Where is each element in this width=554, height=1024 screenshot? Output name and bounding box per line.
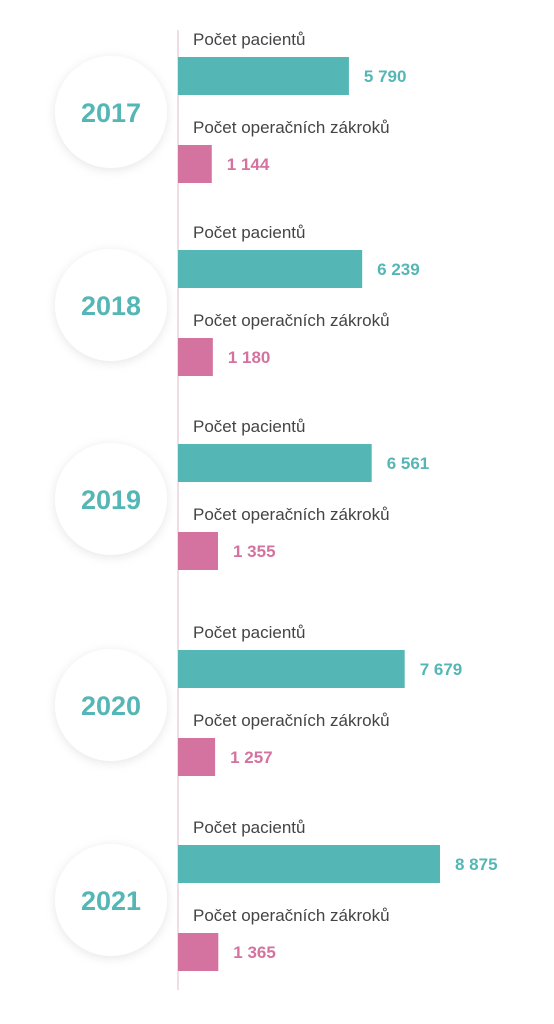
year-group-2020: 2020 Počet pacientů 7 679 Počet operačních … [55,623,462,776]
patients-bar [178,650,405,688]
year-label: 2021 [81,886,141,916]
year-label: 2019 [81,485,141,515]
series-label: Počet operačních zákroků [193,118,390,137]
patients-value-label: 5 790 [364,67,407,86]
series-label: Počet operačních zákroků [193,311,390,330]
operations-bar [178,532,219,570]
series-label: Počet operačních zákroků [193,711,390,730]
year-label: 2020 [81,691,141,721]
series-label: Počet pacientů [193,417,305,436]
operations-bar [178,145,212,183]
patients-value-label: 6 561 [387,454,430,473]
patients-bar [178,845,440,883]
operations-value-label: 1 180 [228,348,271,367]
operations-value-label: 1 144 [227,155,270,174]
operations-value-label: 1 365 [233,943,276,962]
year-circle [55,844,167,956]
year-label: 2017 [81,98,141,128]
series-label: Počet operačních zákroků [193,505,390,524]
year-group-2018: 2018 Počet pacientů 6 239 Počet operačních … [55,223,420,376]
year-circle [55,249,167,361]
series-label: Počet pacientů [193,223,305,242]
patients-bar [178,250,363,288]
patients-value-label: 7 679 [420,660,463,679]
series-label: Počet operačních zákroků [193,906,390,925]
operations-value-label: 1 257 [230,748,273,767]
operations-bar [178,933,219,971]
series-label: Počet pacientů [193,818,305,837]
patients-value-label: 8 875 [455,855,498,874]
patients-bar [178,444,372,482]
operations-bar [178,738,216,776]
year-group-2021: 2021 Počet pacientů 8 875 Počet operačních … [55,818,498,971]
patients-bar [178,57,349,95]
operations-value-label: 1 355 [233,542,276,561]
year-circle [55,649,167,761]
year-label: 2018 [81,291,141,321]
year-group-2017: 2017 Počet pacientů 5 790 Počet operačních … [55,30,406,183]
series-label: Počet pacientů [193,30,305,49]
year-circle [55,56,167,168]
series-label: Počet pacientů [193,623,305,642]
patients-value-label: 6 239 [377,260,420,279]
year-group-2019: 2019 Počet pacientů 6 561 Počet operačních … [55,417,429,570]
operations-bar [178,338,213,376]
year-circle [55,443,167,555]
